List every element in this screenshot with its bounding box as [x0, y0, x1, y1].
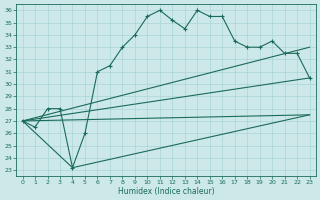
- X-axis label: Humidex (Indice chaleur): Humidex (Indice chaleur): [118, 187, 214, 196]
